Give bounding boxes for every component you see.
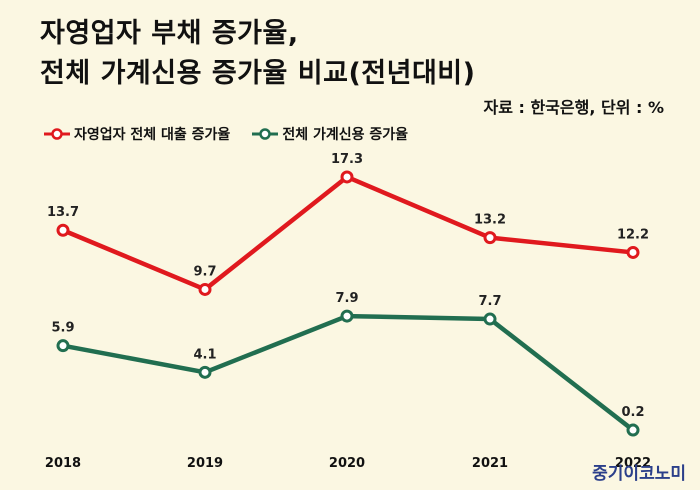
data-label-1-0: 5.9 bbox=[51, 321, 74, 336]
x-tick-label-1: 2019 bbox=[187, 456, 223, 471]
data-label-0-2: 17.3 bbox=[331, 152, 363, 167]
data-point-1-2 bbox=[340, 309, 354, 323]
legend-label-household: 전체 가계신용 증가율 bbox=[282, 127, 408, 143]
x-tick-label-4: 2022 bbox=[615, 456, 651, 471]
data-label-1-2: 7.9 bbox=[335, 291, 358, 306]
legend-label-self-employed: 자영업자 전체 대출 증가율 bbox=[74, 127, 231, 143]
brand-logo: 중기이코노미 bbox=[592, 464, 686, 484]
data-point-0-0 bbox=[56, 223, 70, 237]
data-label-0-0: 13.7 bbox=[47, 205, 79, 220]
series-line-0 bbox=[60, 174, 636, 292]
x-tick-label-0: 2018 bbox=[45, 456, 81, 471]
x-tick-label-2: 2020 bbox=[329, 456, 365, 471]
data-label-0-3: 13.2 bbox=[474, 213, 506, 228]
data-point-0-2 bbox=[340, 170, 354, 184]
chart-legend: 자영업자 전체 대출 증가율 전체 가계신용 증가율 bbox=[44, 124, 408, 144]
legend-item-household: 전체 가계신용 증가율 bbox=[252, 124, 408, 144]
legend-marker-household bbox=[252, 128, 279, 140]
legend-marker-self-employed bbox=[44, 128, 70, 140]
data-point-1-0 bbox=[56, 339, 70, 353]
legend-item-self-employed: 자영업자 전체 대출 증가율 bbox=[44, 124, 230, 144]
chart-title-line-2: 전체 가계신용 증가율 비교(전년대비) bbox=[40, 58, 476, 89]
data-point-0-4 bbox=[626, 245, 640, 259]
x-tick-label-3: 2021 bbox=[472, 456, 508, 471]
chart-title-line-1: 자영업자 부채 증가율, bbox=[40, 18, 299, 49]
data-label-0-4: 12.2 bbox=[617, 227, 649, 242]
data-label-1-1: 4.1 bbox=[193, 347, 216, 362]
chart-source: 자료 : 한국은행, 단위 : % bbox=[483, 98, 664, 117]
data-label-1-3: 7.7 bbox=[478, 294, 501, 309]
data-point-1-4 bbox=[626, 423, 640, 437]
data-point-1-1 bbox=[198, 365, 212, 379]
series-line-1 bbox=[60, 313, 636, 433]
data-label-1-4: 0.2 bbox=[621, 405, 644, 420]
data-point-0-1 bbox=[198, 282, 212, 296]
data-point-1-3 bbox=[483, 312, 497, 326]
data-label-0-1: 9.7 bbox=[193, 264, 216, 279]
chart-title: 자영업자 부채 증가율, 전체 가계신용 증가율 비교(전년대비) bbox=[40, 14, 475, 94]
data-point-0-3 bbox=[483, 231, 497, 245]
